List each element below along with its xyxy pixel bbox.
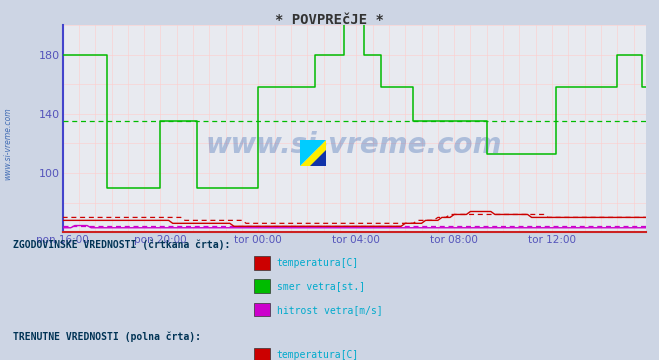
Polygon shape bbox=[300, 140, 326, 166]
Text: ZGODOVINSKE VREDNOSTI (črtkana črta):: ZGODOVINSKE VREDNOSTI (črtkana črta): bbox=[13, 239, 231, 250]
Polygon shape bbox=[300, 140, 326, 166]
Text: * POVPREčJE *: * POVPREčJE * bbox=[275, 13, 384, 27]
Text: www.si-vreme.com: www.si-vreme.com bbox=[206, 131, 502, 159]
Polygon shape bbox=[310, 150, 326, 166]
Text: TRENUTNE VREDNOSTI (polna črta):: TRENUTNE VREDNOSTI (polna črta): bbox=[13, 331, 201, 342]
Text: www.si-vreme.com: www.si-vreme.com bbox=[3, 108, 13, 180]
Text: temperatura[C]: temperatura[C] bbox=[277, 350, 359, 360]
Text: temperatura[C]: temperatura[C] bbox=[277, 258, 359, 268]
Text: smer vetra[st.]: smer vetra[st.] bbox=[277, 281, 365, 291]
Text: hitrost vetra[m/s]: hitrost vetra[m/s] bbox=[277, 305, 382, 315]
